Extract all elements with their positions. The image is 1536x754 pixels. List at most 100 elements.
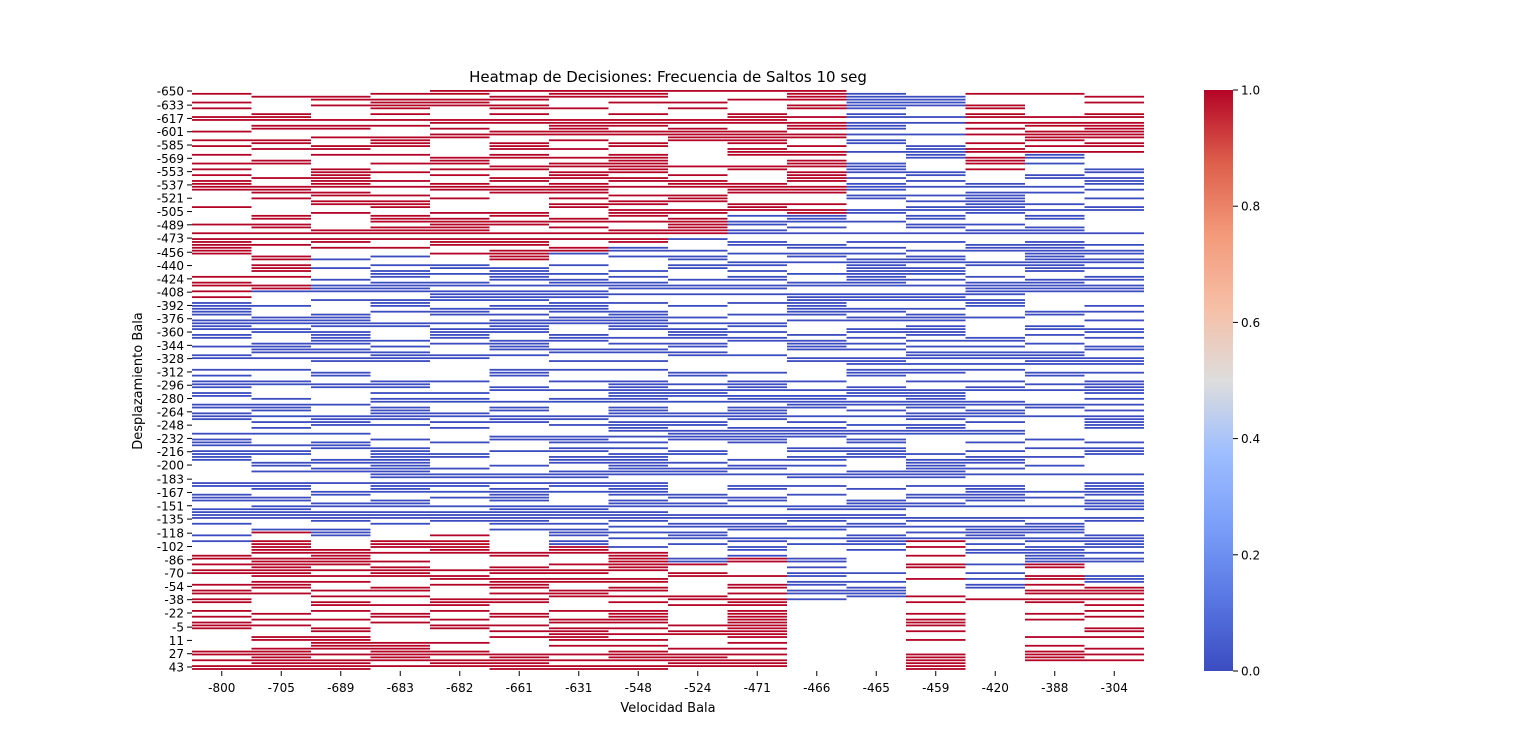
heatmap-cell	[846, 95, 906, 98]
heatmap-cell	[192, 185, 252, 188]
heatmap-cell	[549, 543, 609, 545]
heatmap-cell	[727, 662, 787, 665]
heatmap-cell	[608, 560, 668, 563]
colorbar-gradient	[1204, 90, 1233, 671]
heatmap-cell	[608, 238, 668, 240]
heatmap-cell	[489, 580, 549, 583]
heatmap-cell	[1025, 537, 1085, 540]
heatmap-cell	[549, 206, 609, 208]
heatmap-cell	[906, 121, 966, 124]
heatmap-cell	[1025, 566, 1085, 569]
heatmap-cell	[549, 148, 609, 150]
heatmap-cell	[192, 232, 252, 235]
heatmap-cell	[251, 139, 311, 142]
heatmap-cell	[608, 241, 668, 243]
heatmap-cell	[846, 580, 906, 583]
heatmap-cell	[727, 252, 787, 255]
heatmap-cell	[787, 191, 847, 194]
heatmap-cell	[192, 444, 252, 447]
heatmap-cell	[370, 659, 430, 662]
heatmap-cell	[370, 522, 430, 525]
heatmap-cell	[370, 386, 430, 389]
heatmap-cell	[906, 493, 966, 496]
heatmap-cell	[906, 209, 966, 211]
colorbar-tick-label: 0.0	[1241, 665, 1260, 679]
heatmap-cell	[549, 162, 609, 165]
heatmap-cell	[787, 293, 847, 296]
heatmap-cell	[608, 395, 668, 397]
heatmap-cell	[192, 511, 252, 514]
heatmap-cell	[668, 200, 728, 203]
heatmap-cell	[1084, 592, 1144, 595]
heatmap-cell	[1084, 171, 1144, 174]
heatmap-cell	[668, 467, 728, 470]
heatmap-cell	[489, 238, 549, 240]
heatmap-cell	[846, 220, 906, 223]
heatmap-cell	[489, 188, 549, 191]
heatmap-cell	[846, 281, 906, 284]
heatmap-cell	[311, 371, 371, 374]
heatmap-cell	[1084, 586, 1144, 589]
heatmap-cell	[727, 151, 787, 153]
heatmap-cell	[787, 566, 847, 569]
heatmap-cell	[906, 307, 966, 310]
heatmap-cell	[251, 639, 311, 641]
heatmap-cell	[846, 400, 906, 403]
heatmap-cell	[370, 473, 430, 476]
heatmap-cell	[608, 546, 668, 548]
heatmap-cell	[489, 505, 549, 508]
heatmap-cell	[489, 299, 549, 301]
heatmap-cell	[965, 302, 1025, 304]
heatmap-cell	[965, 293, 1025, 296]
heatmap-cell	[965, 473, 1025, 476]
heatmap-cell	[787, 406, 847, 409]
heatmap-cell	[787, 403, 847, 406]
y-tick-label: -537	[157, 178, 184, 192]
heatmap-cell	[846, 316, 906, 319]
heatmap-cell	[787, 456, 847, 458]
y-tick-label: -312	[157, 365, 184, 379]
heatmap-cell	[608, 229, 668, 232]
heatmap-cell	[192, 406, 252, 409]
heatmap-cell	[787, 458, 847, 461]
heatmap-cell	[251, 255, 311, 258]
heatmap-cell	[906, 397, 966, 400]
heatmap-cell	[608, 511, 668, 514]
heatmap-cell	[430, 627, 490, 630]
heatmap-cell	[906, 214, 966, 217]
heatmap-cell	[608, 665, 668, 667]
heatmap-cell	[1084, 386, 1144, 389]
heatmap-cell	[192, 182, 252, 185]
heatmap-cell	[430, 659, 490, 662]
heatmap-cell	[192, 252, 252, 255]
heatmap-cell	[727, 400, 787, 403]
heatmap-cell	[489, 400, 549, 403]
y-tick-label: -617	[157, 112, 184, 126]
heatmap-cell	[311, 467, 371, 470]
colorbar-tick-label: 0.6	[1241, 316, 1260, 330]
heatmap-cell	[965, 551, 1025, 554]
heatmap-cell	[370, 490, 430, 493]
heatmap-cell	[1025, 185, 1085, 188]
heatmap-cell	[549, 304, 609, 307]
heatmap-cell	[668, 656, 728, 659]
heatmap-cell	[549, 278, 609, 281]
heatmap-cell	[965, 159, 1025, 162]
heatmap-cell	[549, 133, 609, 136]
heatmap-cell	[370, 470, 430, 473]
heatmap-cell	[1084, 336, 1144, 339]
heatmap-cell	[846, 171, 906, 174]
heatmap-cell	[489, 490, 549, 493]
heatmap-cell	[311, 241, 371, 243]
heatmap-cell	[489, 307, 549, 310]
heatmap-cell	[787, 226, 847, 229]
heatmap-cell	[311, 418, 371, 421]
heatmap-cell	[549, 121, 609, 124]
heatmap-cell	[668, 119, 728, 121]
heatmap-cell	[489, 293, 549, 296]
heatmap-cell	[489, 668, 549, 670]
heatmap-cell	[668, 255, 728, 258]
heatmap-cell	[251, 444, 311, 447]
heatmap-cell	[489, 578, 549, 580]
heatmap-cell	[430, 296, 490, 299]
